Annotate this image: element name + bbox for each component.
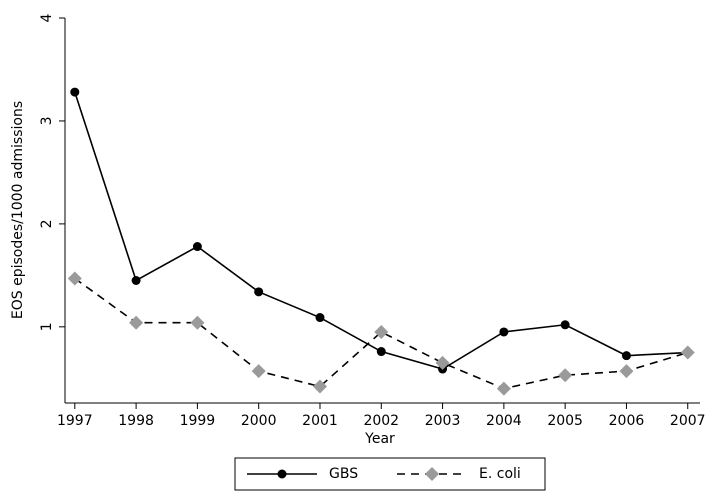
data-point — [254, 287, 264, 297]
series-line — [74, 277, 688, 390]
x-tick-label: 1999 — [180, 413, 216, 429]
data-point — [558, 368, 573, 383]
x-tick-label: 2007 — [670, 413, 706, 429]
data-point — [499, 327, 509, 337]
x-tick-label: 2006 — [609, 413, 645, 429]
y-axis-label: EOS episodes/1000 admissions — [10, 101, 26, 319]
legend-label: GBS — [329, 466, 358, 482]
x-tick-label: 1998 — [118, 413, 154, 429]
legend-label: E. coli — [479, 466, 521, 482]
x-axis-label: Year — [364, 431, 395, 447]
data-point — [374, 324, 389, 339]
data-point — [621, 351, 631, 361]
x-tick-label: 2005 — [547, 413, 583, 429]
data-point — [312, 379, 327, 394]
data-point — [315, 313, 325, 323]
y-tick-label: 4 — [39, 13, 55, 22]
y-tick-label: 2 — [39, 219, 55, 228]
data-point — [67, 271, 82, 286]
data-point — [435, 355, 450, 370]
data-point — [560, 320, 570, 330]
x-tick-label: 2000 — [241, 413, 277, 429]
y-tick-label: 3 — [39, 116, 55, 125]
legend-marker — [277, 469, 287, 479]
legend-marker — [425, 467, 439, 481]
data-point — [70, 87, 80, 97]
data-point — [131, 276, 141, 285]
data-point — [376, 347, 386, 357]
x-tick-label: 2001 — [302, 413, 338, 429]
data-point — [496, 381, 511, 396]
data-point — [129, 315, 144, 330]
x-tick-label: 2003 — [425, 413, 461, 429]
x-tick-label: 2004 — [486, 413, 522, 429]
data-point — [619, 364, 634, 379]
data-point — [192, 242, 202, 252]
data-point — [190, 315, 205, 330]
data-point — [680, 345, 695, 360]
x-tick-label: 2002 — [363, 413, 399, 429]
x-tick-label: 1997 — [57, 413, 93, 429]
y-tick-label: 1 — [39, 322, 55, 331]
data-point — [251, 364, 266, 379]
